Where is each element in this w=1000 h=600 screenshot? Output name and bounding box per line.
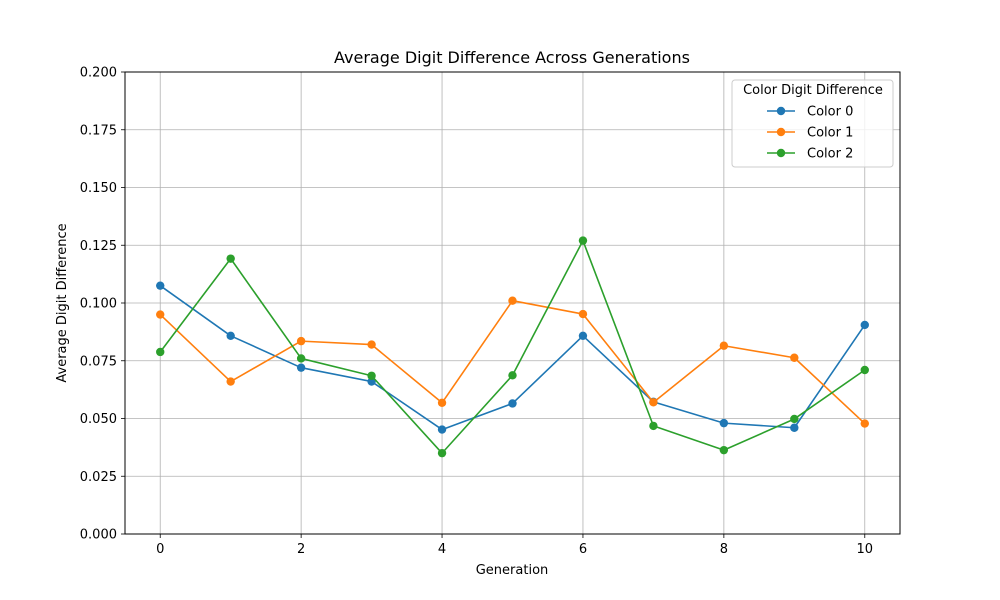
legend-title: Color Digit Difference [743,83,883,98]
x-tick-label: 8 [720,542,728,557]
data-point [226,331,235,341]
y-axis-label: Average Digit Difference [55,223,70,382]
x-tick-label: 10 [856,542,873,557]
legend-entry: Color 1 [767,126,853,141]
data-point [790,423,799,432]
data-point [578,309,588,319]
data-point [719,341,729,350]
legend-entries: Color 0 Color 1 Color 2 [767,105,853,162]
legend-marker [776,106,786,116]
y-tick-label: 0.125 [80,239,117,254]
data-point [296,354,306,363]
x-axis-label: Generation [476,563,549,578]
data-point [508,371,517,380]
chart-title: Average Digit Difference Across Generati… [334,48,690,67]
y-tick-label: 0.200 [80,66,117,81]
y-axis-ticks: 0.000 0.025 0.050 0.075 0.100 0.125 0.150 0.175… [80,66,125,543]
legend-entry: Color 0 [767,105,853,120]
x-tick-label: 2 [297,542,305,557]
data-point [790,414,799,424]
data-point [860,419,869,428]
series-1 [156,296,869,428]
data-point [156,281,165,290]
data-point [790,353,799,362]
data-point [649,421,658,431]
y-tick-label: 0.075 [80,354,117,369]
data-point [719,418,729,428]
data-point [296,336,306,346]
data-point [296,363,306,372]
data-point [156,347,165,357]
data-point [578,331,588,341]
y-tick-label: 0.100 [80,297,117,312]
legend-label: Color 1 [807,126,853,141]
y-tick-label: 0.025 [80,470,117,485]
data-point [860,320,869,330]
data-point [156,310,165,319]
data-point [437,425,447,434]
data-point [437,398,447,407]
y-tick-label: 0.050 [80,412,117,427]
data-point [508,296,517,305]
data-point [367,371,376,380]
legend-marker [776,148,786,158]
y-tick-label: 0.175 [80,123,117,138]
data-point [367,377,376,386]
x-axis-ticks: 0 2 4 6 8 10 [156,534,873,557]
legend-box [731,79,894,168]
data-point [437,448,447,458]
y-tick-label: 0.000 [80,528,117,543]
data-point [226,377,235,386]
data-point [508,399,517,408]
series-2 [156,236,869,458]
data-point [649,398,658,407]
x-tick-label: 0 [156,542,164,557]
series-0 [156,281,869,434]
x-tick-label: 6 [579,542,587,557]
legend-label: Color 2 [807,147,853,162]
legend-label: Color 0 [807,105,853,120]
data-point [226,254,235,263]
y-tick-label: 0.150 [80,181,117,196]
data-point [860,365,869,375]
legend-entry: Color 2 [767,147,853,162]
series-group [156,236,869,458]
x-tick-label: 4 [438,542,446,557]
data-point [578,236,588,245]
data-point [719,445,729,455]
legend-marker [776,127,786,137]
data-point [367,340,376,349]
